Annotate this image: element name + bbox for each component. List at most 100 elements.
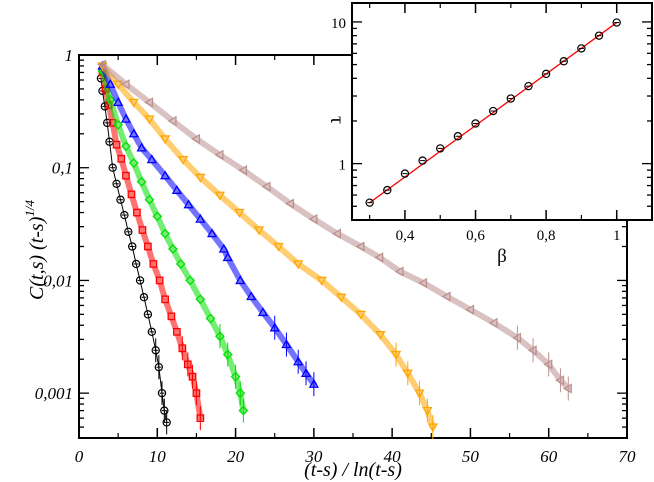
inset-y-tick-label: 1 [339, 158, 347, 174]
series-3-marker [105, 78, 116, 88]
inset-marker [612, 18, 621, 27]
series-1-marker [173, 327, 181, 336]
series-3-marker [206, 228, 218, 238]
series-2-marker [205, 313, 216, 324]
series-1-marker [127, 190, 136, 199]
series-0-marker [116, 195, 125, 204]
series-5-marker [332, 228, 341, 239]
series-3-marker [171, 185, 182, 194]
series-5-marker [261, 181, 271, 192]
main-y-tick-label: 0,01 [43, 271, 73, 290]
series-1-marker [133, 208, 141, 217]
series-4-marker [144, 115, 155, 125]
series-0-marker [135, 276, 145, 285]
inset-y-axis-label: τ [326, 116, 348, 124]
inset-fit-line [369, 22, 618, 204]
main-y-tick-label: 0,001 [35, 384, 73, 403]
main-x-tick-label: 20 [227, 447, 245, 466]
series-4-marker [128, 98, 139, 108]
series-3-marker [222, 252, 233, 262]
series-4 [97, 62, 438, 440]
series-2 [97, 66, 249, 423]
series-4-band [99, 62, 436, 431]
series-2-marker [105, 94, 116, 105]
series-4-marker [159, 135, 171, 145]
series-4-marker [253, 226, 265, 236]
series-5-marker [488, 317, 498, 329]
inset-marker [577, 44, 586, 53]
main-x-tick-label: 0 [75, 447, 84, 466]
series-4-marker [375, 331, 386, 341]
series-3-marker [183, 199, 194, 209]
inset-x-tick-label: 0,6 [466, 228, 485, 244]
main-x-tick-label: 50 [462, 447, 480, 466]
inset-marker [594, 31, 604, 40]
inset-frame [351, 2, 653, 221]
series-2-marker [152, 211, 163, 222]
series-5-marker [441, 291, 451, 302]
series-0-marker [143, 310, 153, 319]
series-5-marker [308, 213, 318, 225]
series-5-marker [144, 97, 154, 108]
inset-x-tick-label: 0,4 [396, 228, 415, 244]
series-0-marker [131, 259, 141, 269]
series-3-marker [235, 275, 246, 285]
series-3-marker [113, 97, 124, 107]
series-5-marker [355, 241, 365, 252]
series-4-marker [177, 155, 189, 165]
series-5-marker [285, 198, 295, 209]
series-2-marker [128, 158, 139, 168]
series-3-marker [136, 142, 147, 152]
series-2-marker [144, 194, 155, 205]
series-1-marker [149, 260, 158, 268]
series-0 [96, 74, 171, 435]
series-1-marker [122, 171, 130, 180]
main-y-axis-label-exponent: 1/4 [22, 200, 37, 217]
series-3-marker [246, 291, 257, 301]
series-2-marker [113, 119, 124, 130]
inset-marker [418, 156, 427, 165]
series-1-marker [112, 140, 121, 149]
series-5-marker [418, 277, 428, 289]
main-x-tick-label: 60 [540, 447, 558, 466]
series-0-marker [108, 163, 117, 172]
main-y-tick-label: 1 [65, 46, 74, 65]
series-5-marker [465, 304, 475, 315]
series-4-marker [316, 276, 327, 286]
main-y-axis-label-main: C(t,s) (t-s) [26, 216, 48, 300]
series-2-marker [185, 275, 196, 286]
inset-marker [436, 144, 445, 153]
series-2-marker [168, 244, 178, 254]
series-3-marker [218, 243, 229, 253]
series-2-marker [175, 259, 186, 269]
series-1-marker [138, 226, 147, 234]
inset-plot: 0,4 0,6 0,8 1 1 10 [331, 2, 653, 244]
series-0-marker [112, 179, 121, 188]
series-3-marker [146, 154, 157, 164]
inset-marker [453, 132, 463, 141]
series-3-marker [128, 128, 139, 138]
series-5 [97, 59, 572, 401]
inset-marker [365, 198, 374, 207]
inset-marker [488, 106, 498, 116]
series-1-marker [155, 276, 164, 285]
series-0-marker [124, 227, 133, 237]
main-x-tick-label: 70 [619, 447, 637, 466]
series-1-marker [117, 154, 126, 163]
main-y-axis-label: C(t,s) (t-s)1/4 [22, 200, 48, 300]
series-3-marker [159, 170, 171, 180]
inset-x-tick-label: 0,8 [537, 228, 556, 244]
main-x-tick-label: 30 [304, 447, 323, 466]
series-2-marker [136, 176, 147, 187]
series-3 [97, 60, 319, 397]
series-4-marker [214, 191, 226, 201]
series-4-marker [234, 208, 245, 218]
series-5-band [99, 61, 572, 392]
inset-marker [559, 57, 568, 66]
series-1-marker [167, 312, 176, 321]
inset-marker [471, 119, 480, 128]
main-y-tick-label: 0,1 [52, 159, 73, 178]
series-2-marker [160, 228, 171, 239]
